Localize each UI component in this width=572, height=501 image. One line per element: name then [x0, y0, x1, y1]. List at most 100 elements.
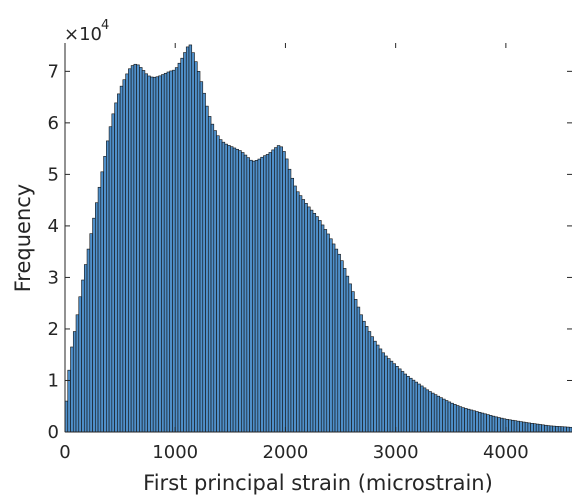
histogram-bar	[156, 77, 159, 432]
histogram-bar	[385, 356, 388, 432]
histogram-bar	[473, 411, 476, 432]
histogram-bar	[393, 364, 396, 432]
histogram-bar	[197, 71, 200, 432]
histogram-bar	[82, 280, 85, 432]
histogram-bar	[542, 425, 545, 432]
histogram-bar	[90, 234, 93, 432]
x-axis-title: First principal strain (microstrain)	[143, 471, 493, 495]
histogram-bar	[178, 63, 181, 432]
histogram-bar	[87, 249, 90, 432]
histogram-bar	[448, 402, 451, 432]
histogram-bar	[189, 45, 192, 432]
histogram-bar	[250, 160, 253, 432]
histogram-bar	[68, 370, 71, 432]
histogram-bar	[514, 421, 517, 432]
histogram-bar	[236, 149, 239, 432]
histogram-bar	[95, 203, 98, 432]
histogram-bar	[153, 77, 156, 432]
histogram-bar	[498, 418, 501, 432]
histogram-bar	[418, 384, 421, 432]
histogram-bar	[131, 66, 134, 432]
histogram-bar	[363, 321, 366, 432]
histogram-bar	[159, 76, 162, 432]
histogram-bar	[561, 427, 564, 432]
y-tick-label: 7	[48, 61, 59, 82]
histogram-bar	[241, 152, 244, 432]
histogram-bar	[465, 408, 468, 432]
histogram-bar	[206, 106, 209, 432]
histogram-bar	[528, 423, 531, 432]
histogram-bar	[365, 326, 368, 432]
histogram-bar	[274, 148, 277, 432]
histogram-bar	[371, 337, 374, 432]
histogram-bar	[269, 152, 272, 432]
histogram-bar	[208, 116, 211, 432]
histogram-bar	[437, 396, 440, 432]
histogram-bar	[462, 408, 465, 432]
histogram-bar	[71, 347, 74, 432]
histogram-bar	[106, 141, 109, 432]
histogram-bar	[426, 390, 429, 432]
histogram-bar	[558, 426, 561, 432]
histogram-bar	[164, 73, 167, 432]
histogram-bar	[247, 158, 250, 432]
histogram-bar	[487, 415, 490, 432]
histogram-bar	[319, 220, 322, 432]
histogram-bar	[302, 200, 305, 433]
histogram-bar	[98, 187, 101, 432]
histogram-bar	[161, 75, 164, 432]
histogram-bar	[420, 386, 423, 432]
histogram-bar	[440, 398, 443, 432]
histogram-bar	[277, 146, 280, 432]
y-tick-label: 0	[48, 422, 59, 443]
x-tick-label: 3000	[373, 442, 419, 463]
histogram-bar	[327, 234, 330, 432]
histogram-bar	[261, 157, 264, 432]
histogram-bar	[296, 192, 299, 432]
histogram-bar	[555, 426, 558, 432]
x-tick-label: 0	[59, 442, 70, 463]
histogram-bar	[230, 147, 233, 432]
histogram-bar	[525, 423, 528, 433]
histogram-bar	[547, 426, 550, 432]
histogram-bar	[368, 332, 371, 432]
histogram-bar	[79, 297, 82, 432]
histogram-bar	[330, 239, 333, 432]
y-tick-label: 3	[48, 267, 59, 288]
histogram-bar	[299, 196, 302, 432]
histogram-bars	[65, 45, 572, 432]
histogram-bar	[431, 393, 434, 432]
histogram-bar	[531, 423, 534, 432]
histogram-bar	[183, 53, 186, 432]
histogram-bar	[109, 127, 112, 432]
histogram-bar	[255, 160, 258, 432]
histogram-bar	[445, 401, 448, 432]
histogram-bar	[412, 380, 415, 432]
histogram-bar	[134, 64, 137, 432]
histogram-bar	[451, 403, 454, 432]
y-tick-label: 2	[48, 319, 59, 340]
histogram-bar	[522, 422, 525, 432]
histogram-bar	[349, 284, 352, 432]
histogram-bar	[335, 249, 338, 432]
histogram-bar	[126, 74, 129, 432]
y-exponent-base: ×10	[64, 24, 102, 45]
histogram-bar	[341, 261, 344, 432]
histogram-bar	[454, 404, 457, 432]
histogram-bar	[233, 148, 236, 432]
histogram-bar	[285, 159, 288, 432]
histogram-bar	[139, 67, 142, 432]
histogram-bar	[470, 410, 473, 432]
histogram-bar	[553, 426, 556, 432]
histogram-bar	[101, 172, 104, 432]
histogram-bar	[228, 145, 231, 432]
histogram-bar	[484, 414, 487, 432]
histogram-bar	[283, 151, 286, 432]
histogram-bar	[343, 268, 346, 432]
histogram-bar	[195, 62, 198, 432]
histogram-bar	[266, 154, 269, 432]
histogram-bar	[104, 156, 107, 432]
histogram-bar	[272, 150, 275, 432]
x-tick-label: 4000	[483, 442, 529, 463]
histogram-bar	[520, 422, 523, 432]
